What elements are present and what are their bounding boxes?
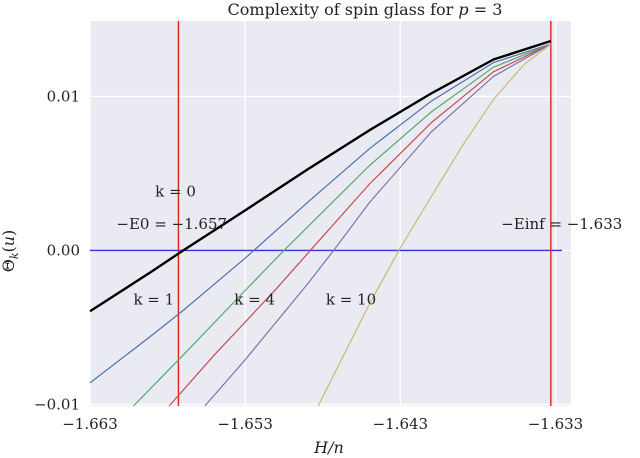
annotation-k1: k = 1 xyxy=(133,290,174,308)
y-tick-label: 0.00 xyxy=(47,241,80,259)
series-line-0 xyxy=(89,39,552,313)
series-line-5 xyxy=(317,43,552,407)
annotation-k0: k = 0 xyxy=(155,183,196,201)
x-tick-labels: −1.663 −1.653 −1.643 −1.633 xyxy=(62,415,583,433)
annotation-einf: −Einf = −1.633 xyxy=(501,215,622,233)
series-lines xyxy=(89,39,552,407)
series-line-1 xyxy=(89,43,552,384)
series-line-2 xyxy=(133,43,552,407)
y-tick-labels: −0.01 0.00 0.01 xyxy=(34,87,80,413)
y-tick-label: 0.01 xyxy=(47,87,80,105)
y-tick-label: −0.01 xyxy=(34,395,80,413)
annotation-k10: k = 10 xyxy=(326,290,376,308)
reference-lines xyxy=(90,21,562,406)
chart-title: Complexity of spin glass for p = 3 xyxy=(228,0,503,19)
annotation-e0: −E0 = −1.657 xyxy=(116,215,227,233)
plot-background xyxy=(90,21,571,406)
x-tick-label: −1.653 xyxy=(217,415,273,433)
x-tick-label: −1.663 xyxy=(62,415,118,433)
x-axis-label: H/n xyxy=(313,438,344,457)
x-tick-label: −1.633 xyxy=(528,415,584,433)
series-line-3 xyxy=(168,43,552,407)
x-tick-label: −1.643 xyxy=(373,415,429,433)
y-axis-label: Θk(u) xyxy=(0,230,21,273)
annotations: k = 0 k = 1 k = 4 k = 10 −E0 = −1.657 −Einf =… xyxy=(116,183,622,309)
annotation-k4: k = 4 xyxy=(234,290,275,308)
series-line-4 xyxy=(204,43,552,407)
